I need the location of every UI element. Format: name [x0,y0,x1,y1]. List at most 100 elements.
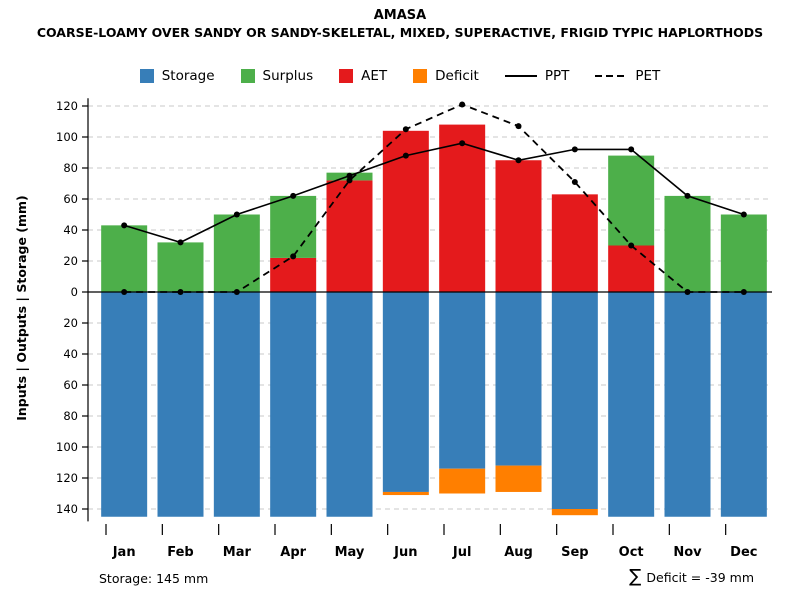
ppt-point-oct [628,146,635,153]
ppt-polyline [123,142,745,244]
bar-deficit-sep [551,509,598,516]
x-tick-label-mar: Mar [223,545,252,560]
legend-item-deficit: Deficit [413,68,479,84]
legend-item-ppt: PPT [504,68,570,84]
y-tick-label: 20 [63,316,78,330]
pet-point-apr [290,253,297,260]
bar-storage-jan [101,292,148,517]
ppt-point-jun [402,152,409,159]
bar-storage-nov [664,292,711,517]
pet-point-may [346,177,353,184]
x-tick-label-aug: Aug [504,545,533,560]
bar-surplus-apr [270,195,317,258]
pet-point-sep [571,178,578,185]
ppt-point-mar [233,211,240,218]
pet-point-mar [233,289,240,295]
surplus-swatch-icon [240,69,255,83]
x-tick-label-oct: Oct [619,545,644,560]
deficit-swatch-icon [413,69,428,83]
ppt-point-feb [177,239,184,246]
bar-storage-aug [495,292,542,466]
pet-point-aug [515,123,522,130]
bar-surplus-dec [720,214,767,292]
sigma-symbol: ∑ [629,566,642,587]
pet-point-oct [628,242,635,249]
pet-polyline [124,103,744,293]
bar-storage-may [326,292,373,517]
y-tick-label: 120 [56,99,78,113]
legend-item-surplus: Surplus [240,68,314,84]
deficit-summary: ∑ Deficit = -39 mm [629,568,754,586]
bar-storage-jun [382,292,429,492]
ppt-point-jan [121,222,128,229]
x-tick-label-sep: Sep [561,545,589,560]
bar-storage-sep [551,292,598,509]
storage-swatch-icon [139,69,154,83]
bar-surplus-jan [101,225,148,292]
x-tick-label-jan: Jan [112,545,136,560]
x-tick-label-jun: Jun [393,545,417,560]
y-axis: 120 100 80 60 40 20 0 20 40 60 80 100 120 140 Inputs |… [14,98,89,522]
y-gridlines [88,105,772,510]
x-tick-label-may: May [335,545,365,560]
dashed-line-icon [595,75,628,77]
y-tick-label: 60 [63,192,78,206]
bar-deficit-jun [382,491,429,496]
bar-aet-apr [270,257,317,292]
ppt-point-dec [740,211,747,218]
ppt-point-may [346,172,353,179]
bar-storage-mar [213,292,260,517]
ppt-point-jul [459,140,466,147]
bar-surplus-nov [664,195,711,292]
y-tick-label: 60 [63,378,78,392]
bars-group [101,124,767,517]
ppt-line [121,140,747,246]
x-axis: Jan Feb Mar Apr May Jun Jul Aug Sep Oct Nov Dec [105,524,757,560]
y-tick-label: 100 [56,440,78,454]
legend-label: PPT [544,68,570,84]
solid-line-icon [504,75,537,77]
legend-label: Surplus [262,68,314,84]
pet-point-jul [459,101,466,108]
bar-surplus-feb [157,242,204,292]
bar-storage-jul [439,292,486,469]
legend-label: AET [361,68,388,84]
storage-note: Storage: 145 mm [99,571,209,586]
y-tick-label: 20 [63,254,78,268]
y-tick-label: 0 [71,285,78,299]
chart-subtitle: COARSE-LOAMY OVER SANDY OR SANDY-SKELETA… [36,25,764,40]
legend-item-aet: AET [339,68,387,84]
pet-point-jan [121,289,128,295]
bar-aet-jul [439,124,486,292]
y-tick-label: 40 [63,223,78,237]
x-tick-label-dec: Dec [730,545,757,560]
legend-label: PET [635,68,661,84]
bar-storage-oct [608,292,655,517]
bar-aet-oct [608,245,655,292]
x-tick-label-nov: Nov [673,545,702,560]
bar-surplus-oct [608,155,655,246]
ppt-point-aug [515,157,522,164]
x-tick-label-jul: Jul [452,545,472,560]
legend-item-storage: Storage [139,68,215,84]
deficit-note: Deficit = -39 mm [646,569,754,585]
bar-deficit-jul [439,468,486,494]
pet-point-dec [740,289,747,295]
y-tick-label: 140 [56,502,78,516]
ppt-point-apr [290,192,297,199]
pet-point-feb [177,289,184,295]
bar-deficit-aug [495,465,542,492]
bar-aet-may [326,180,373,292]
ppt-point-sep [571,146,578,153]
y-axis-title: Inputs | Outputs | Storage (mm) [14,195,29,421]
y-tick-label: 40 [63,347,78,361]
y-tick-label: 120 [56,471,78,485]
x-tick-label-apr: Apr [280,545,306,560]
bar-aet-sep [551,194,598,292]
y-tick-label: 80 [63,161,78,175]
bar-storage-dec [720,292,767,517]
aet-swatch-icon [339,69,354,83]
bar-aet-aug [495,160,542,292]
legend-label: Deficit [435,68,479,84]
